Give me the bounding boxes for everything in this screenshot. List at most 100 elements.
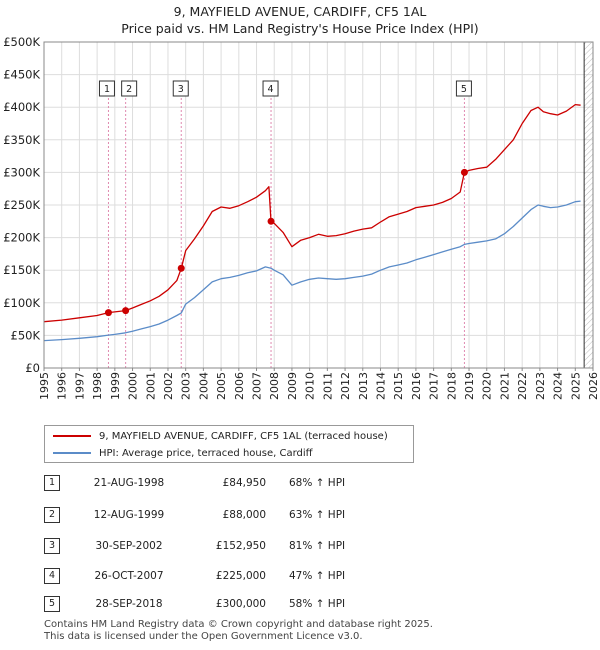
legend-property: 9, MAYFIELD AVENUE, CARDIFF, CF5 1AL (te… — [53, 429, 388, 443]
sale-price: £300,000 — [215, 598, 266, 610]
sale-hpi-change: 68% ↑ HPI — [289, 477, 346, 489]
x-tick-label: 2001 — [144, 372, 157, 400]
x-tick-label: 1998 — [91, 372, 104, 400]
sale-row: 2 12-AUG-1999 £88,000 63% ↑ HPI — [44, 507, 444, 523]
sale-point — [177, 264, 185, 272]
chart-title: 9, MAYFIELD AVENUE, CARDIFF, CF5 1AL — [173, 4, 427, 19]
legend-hpi-label: HPI: Average price, terraced house, Card… — [99, 447, 313, 459]
footer-line: Contains HM Land Registry data © Crown c… — [44, 619, 433, 630]
sale-label-box — [455, 80, 472, 97]
sale-label-text: 3 — [178, 84, 184, 95]
plot-border — [43, 41, 594, 369]
x-tick-label: 2000 — [127, 372, 140, 400]
sale-price: £225,000 — [215, 570, 266, 582]
sale-date: 26-OCT-2007 — [94, 570, 164, 582]
x-tick-label: 2009 — [286, 372, 299, 400]
sale-label-box — [172, 80, 189, 97]
x-tick-label: 2015 — [392, 372, 405, 400]
forecast-hatch — [584, 42, 593, 368]
sale-label-text: 5 — [461, 84, 467, 95]
sale-hpi-change: 47% ↑ HPI — [289, 570, 346, 582]
legend-property-label: 9, MAYFIELD AVENUE, CARDIFF, CF5 1AL (te… — [99, 430, 388, 442]
y-tick-label: £250K — [3, 198, 40, 212]
x-tick-label: 2018 — [445, 372, 458, 400]
legend-property-line — [53, 435, 91, 437]
sale-point — [460, 168, 468, 176]
sale-label-text: 1 — [104, 84, 110, 95]
sale-row: 5 28-SEP-2018 £300,000 58% ↑ HPI — [44, 596, 444, 612]
x-tick-label: 2020 — [481, 372, 494, 400]
sale-number-badge: 2 — [44, 507, 60, 523]
y-tick-label: £300K — [3, 165, 40, 179]
y-tick-label: £450K — [3, 68, 40, 82]
x-tick-label: 2023 — [534, 372, 547, 400]
y-tick-label: £200K — [3, 231, 40, 245]
sale-label-box — [262, 80, 279, 97]
legend-hpi: HPI: Average price, terraced house, Card… — [53, 446, 313, 460]
x-tick-label: 1999 — [109, 372, 122, 400]
property-price-line — [43, 103, 581, 323]
x-tick-label: 2013 — [357, 372, 370, 400]
y-tick-label: £50K — [11, 328, 41, 342]
x-tick-label: 2010 — [304, 372, 317, 400]
sale-number-badge: 3 — [44, 538, 60, 554]
x-tick-label: 2007 — [251, 372, 264, 400]
sale-price: £152,950 — [215, 540, 266, 552]
sale-date: 30-SEP-2002 — [95, 540, 163, 552]
x-tick-label: 2016 — [410, 372, 423, 400]
footer-attribution: Contains HM Land Registry data © Crown c… — [44, 619, 433, 643]
footer-line: This data is licensed under the Open Gov… — [44, 631, 363, 642]
x-tick-label: 2025 — [569, 372, 582, 400]
x-tick-label: 2021 — [498, 372, 511, 400]
x-tick-label: 2012 — [339, 372, 352, 400]
sale-number-badge: 1 — [44, 475, 60, 491]
x-tick-label: 2005 — [215, 372, 228, 400]
sale-point — [104, 309, 112, 317]
x-tick-label: 2026 — [587, 372, 600, 400]
sale-point — [267, 217, 275, 225]
x-tick-label: 2006 — [233, 372, 246, 400]
sale-label-text: 2 — [126, 84, 132, 95]
sale-row: 1 21-AUG-1998 £84,950 68% ↑ HPI — [44, 475, 444, 491]
y-tick-label: £350K — [3, 133, 40, 147]
x-tick-label: 1996 — [56, 372, 69, 400]
sale-date: 21-AUG-1998 — [93, 477, 165, 489]
sale-number-badge: 4 — [44, 568, 60, 584]
x-tick-label: 1995 — [38, 372, 51, 400]
sale-point — [122, 307, 130, 315]
chart-legend: 9, MAYFIELD AVENUE, CARDIFF, CF5 1AL (te… — [44, 425, 414, 463]
x-tick-label: 2019 — [463, 372, 476, 400]
x-tick-label: 2022 — [516, 372, 529, 400]
y-tick-label: £400K — [3, 100, 40, 114]
y-tick-label: £0 — [25, 361, 40, 375]
sale-price: £88,000 — [222, 509, 266, 521]
price-chart: 1 2 3 4 5 £0 £50K £100K £150K £200K £250K £300K £350… — [3, 35, 600, 400]
sale-hpi-change: 81% ↑ HPI — [289, 540, 346, 552]
x-tick-label: 2014 — [374, 372, 387, 400]
sale-row: 3 30-SEP-2002 £152,950 81% ↑ HPI — [44, 538, 444, 554]
chart-subtitle: Price paid vs. HM Land Registry's House … — [121, 21, 479, 36]
x-tick-label: 2002 — [162, 372, 175, 400]
sale-row: 4 26-OCT-2007 £225,000 47% ↑ HPI — [44, 568, 444, 584]
sale-date: 28-SEP-2018 — [95, 598, 163, 610]
sale-label-box — [98, 80, 115, 97]
y-tick-label: £500K — [3, 35, 40, 49]
x-tick-label: 2011 — [321, 372, 334, 400]
sale-hpi-change: 58% ↑ HPI — [289, 598, 346, 610]
hpi-line — [43, 200, 581, 342]
y-tick-label: £150K — [3, 263, 40, 277]
x-tick-label: 2004 — [197, 372, 210, 400]
sale-number-badge: 5 — [44, 596, 60, 612]
legend-hpi-line — [53, 452, 91, 454]
x-tick-label: 2008 — [268, 372, 281, 400]
sale-label-text: 4 — [268, 84, 274, 95]
x-tick-label: 1997 — [73, 372, 86, 400]
sale-hpi-change: 63% ↑ HPI — [289, 509, 346, 521]
sale-price: £84,950 — [222, 477, 266, 489]
x-tick-label: 2003 — [180, 372, 193, 400]
sale-label-box — [121, 80, 138, 97]
y-tick-label: £100K — [3, 296, 40, 310]
x-tick-label: 2024 — [552, 372, 565, 400]
x-tick-label: 2017 — [428, 372, 441, 400]
sale-date: 12-AUG-1999 — [93, 509, 165, 521]
